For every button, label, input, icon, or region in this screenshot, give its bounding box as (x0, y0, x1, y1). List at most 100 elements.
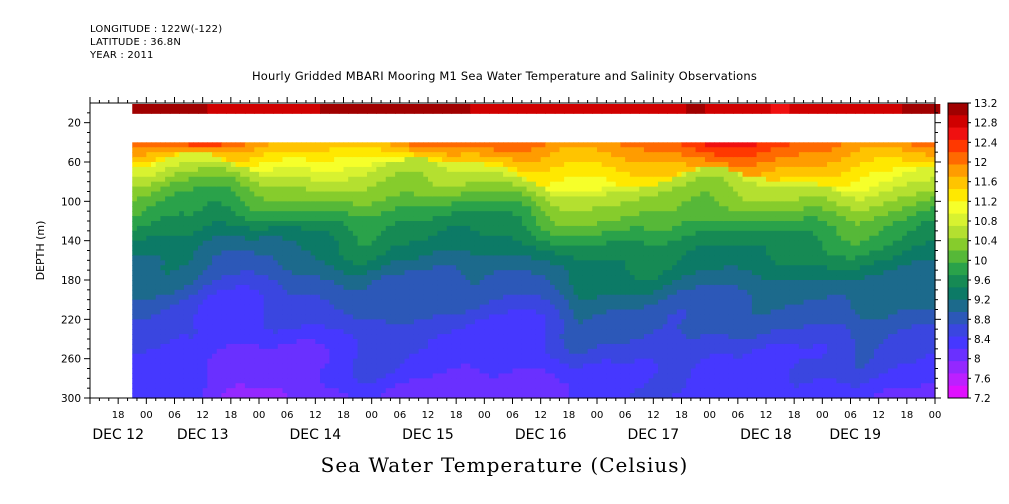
heatmap-cell (235, 343, 241, 350)
heatmap-cell (362, 255, 368, 261)
heatmap-cell (531, 142, 537, 148)
heatmap-cell (507, 186, 514, 193)
heatmap-cell (493, 196, 500, 202)
heatmap-cell (216, 348, 223, 355)
heatmap-cell (338, 348, 345, 355)
heatmap-cell (460, 235, 467, 242)
heatmap-cell (550, 147, 556, 153)
heatmap-cell (268, 388, 274, 394)
heatmap-cell (474, 245, 481, 252)
heatmap-cell (291, 334, 298, 340)
heatmap-cell (221, 171, 227, 178)
heatmap-cell (385, 221, 392, 227)
heatmap-cell (212, 157, 218, 163)
heatmap-cell (507, 348, 514, 355)
heatmap-cell (474, 206, 481, 212)
heatmap-cell (315, 171, 321, 178)
heatmap-cell (564, 309, 570, 316)
heatmap-cell (531, 206, 537, 212)
heatmap-cell (179, 284, 185, 291)
heatmap-cell (259, 216, 265, 222)
heatmap-cell (197, 304, 204, 311)
heatmap-cell (334, 250, 340, 257)
heatmap-cell (357, 324, 363, 330)
heatmap-cell (451, 196, 457, 202)
heatmap-cell (559, 363, 565, 370)
heatmap-cell (259, 304, 265, 311)
heatmap-cell (193, 201, 199, 207)
heatmap-cell (188, 176, 194, 183)
heatmap-cell (550, 270, 556, 276)
heatmap-cell (244, 353, 251, 360)
heatmap-cell (559, 329, 565, 335)
heatmap-cell (489, 393, 495, 399)
heatmap-cell (263, 265, 269, 271)
heatmap-cell (554, 196, 561, 202)
heatmap-cell (348, 250, 354, 257)
heatmap-cell (540, 280, 546, 286)
heatmap-cell (277, 284, 284, 291)
heatmap-cell (320, 250, 326, 257)
heatmap-cell (254, 304, 260, 311)
heatmap-cell (507, 358, 514, 365)
heatmap-cell (479, 393, 485, 399)
heatmap-cell (564, 166, 570, 173)
heatmap-cell (489, 314, 495, 320)
heatmap-cell (362, 388, 368, 394)
heatmap-cell (151, 221, 157, 227)
heatmap-cell (348, 368, 354, 375)
heatmap-cell (512, 393, 518, 399)
heatmap-cell (259, 294, 265, 301)
heatmap-cell (324, 324, 331, 330)
heatmap-cell (160, 304, 166, 311)
heatmap-cell (395, 304, 401, 311)
heatmap-cell (381, 176, 387, 183)
heatmap-cell (385, 363, 392, 370)
heatmap-cell (474, 225, 481, 232)
heatmap-cell (498, 284, 504, 291)
heatmap-cell (348, 319, 354, 325)
heatmap-cell (169, 157, 176, 163)
heatmap-cell (366, 147, 373, 153)
heatmap-cell (169, 265, 176, 271)
heatmap-cell (578, 216, 584, 222)
heatmap-cell (437, 339, 443, 345)
heatmap-cell (399, 181, 406, 188)
heatmap-cell (479, 353, 485, 360)
heatmap-cell (531, 147, 537, 153)
heatmap-cell (489, 329, 495, 335)
heatmap-cell (366, 166, 373, 173)
heatmap-cell (296, 348, 302, 355)
heatmap-cell (310, 147, 316, 153)
heatmap-cell (136, 216, 143, 222)
heatmap-cell (554, 211, 561, 217)
heatmap-cell (489, 216, 495, 222)
heatmap-cell (212, 225, 218, 232)
heatmap-cell (334, 334, 340, 340)
heatmap-cell (517, 166, 523, 173)
heatmap-cell (352, 284, 359, 291)
heatmap-cell (179, 162, 185, 168)
heatmap-cell (324, 294, 331, 301)
heatmap-cell (254, 334, 260, 340)
heatmap-cell (221, 142, 227, 148)
heatmap-cell (395, 314, 401, 320)
heatmap-cell (521, 260, 528, 266)
heatmap-cell (301, 383, 307, 389)
heatmap-cell (484, 270, 490, 276)
heatmap-cell (395, 157, 401, 163)
heatmap-cell (474, 240, 481, 247)
heatmap-cell (442, 378, 448, 384)
heatmap-cell (366, 353, 373, 360)
heatmap-cell (390, 270, 396, 276)
heatmap-cell (296, 299, 302, 306)
heatmap-cell (517, 181, 523, 188)
heatmap-cell (535, 221, 542, 227)
heatmap-cell (526, 191, 532, 198)
heatmap-cell (366, 221, 373, 227)
heatmap-cell (451, 235, 457, 242)
heatmap-cell (409, 314, 415, 320)
heatmap-cell (254, 221, 260, 227)
heatmap-cell (489, 280, 495, 286)
heatmap-cell (554, 147, 561, 153)
